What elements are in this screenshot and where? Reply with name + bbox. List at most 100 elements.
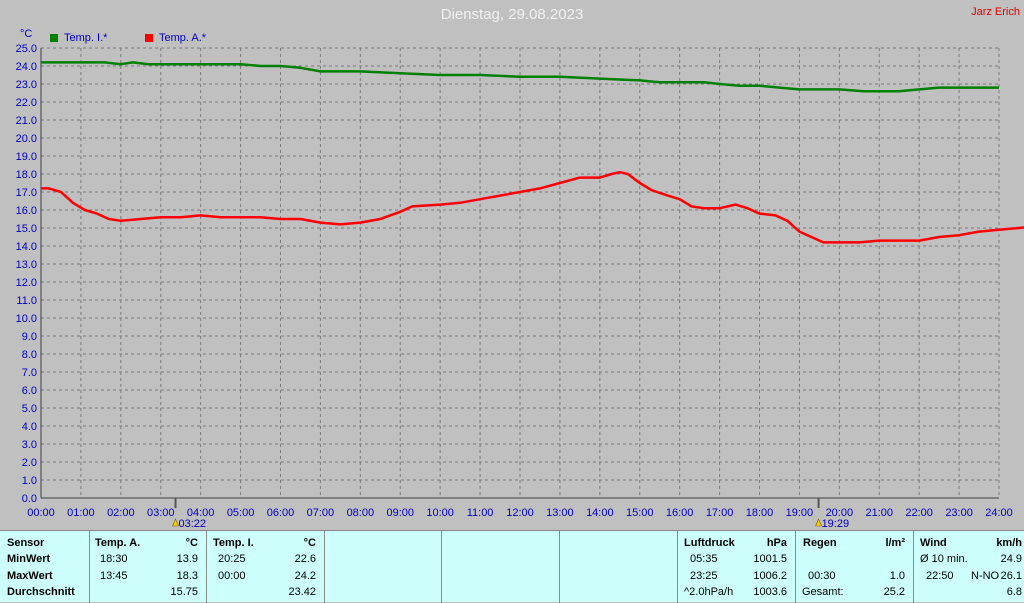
x-tick-label: 05:00	[227, 507, 255, 519]
y-tick-label: 14.0	[16, 241, 37, 253]
author-label: Jarz Erich	[971, 6, 1020, 18]
y-tick-label: 25.0	[16, 43, 37, 55]
stats-col-empty-1	[325, 531, 442, 603]
temp-a-min-time: 18:30	[100, 553, 128, 565]
x-tick-label: 14:00	[586, 507, 614, 519]
chart-title: Dienstag, 29.08.2023	[440, 6, 584, 23]
y-tick-label: 5.0	[22, 403, 37, 415]
y-tick-label: 20.0	[16, 133, 37, 145]
wind-header: Wind	[920, 537, 947, 549]
stats-col-pressure: Luftdruck hPa 05:35 1001.5 23:25 1006.2 …	[678, 531, 796, 603]
series-line-0	[41, 61, 999, 93]
pressure-min-time: 05:35	[690, 553, 718, 565]
x-tick-label: 03:00	[147, 507, 175, 519]
y-unit-label: °C	[20, 28, 32, 40]
temp-i-max-time: 00:00	[218, 570, 246, 582]
x-tick-label: 08:00	[347, 507, 375, 519]
y-tick-label: 24.0	[16, 61, 37, 73]
stats-col-wind: Wind km/h Ø 10 min. 24.9 22:50 N-NO 26.1…	[914, 531, 1024, 603]
y-tick-label: 8.0	[22, 349, 37, 361]
series-line-1	[41, 170, 1024, 244]
x-tick-label: 11:00	[467, 507, 494, 519]
wind-max-value: 26.1	[1000, 570, 1022, 582]
stats-panel: Sensor MinWert MaxWert Durchschnitt Temp…	[0, 530, 1024, 603]
stats-col-temp-i: Temp. I. °C 20:25 22.6 00:00 24.2 23.42	[207, 531, 325, 603]
temp-i-min-time: 20:25	[218, 553, 246, 565]
rain-max-time: 00:30	[808, 570, 836, 582]
maxwert-label: MaxWert	[7, 570, 53, 582]
y-tick-label: 10.0	[16, 313, 37, 325]
x-tick-label: 17:00	[706, 507, 734, 519]
x-tick-label: 00:00	[27, 507, 55, 519]
pressure-current: 1003.6	[753, 586, 787, 598]
chart-area: °C 0.0 1.0 2.0 3.0 4.0 5.0 6.0 7.0 8.0 9.0 10.0 11.0…	[16, 6, 1024, 530]
minwert-label: MinWert	[7, 553, 51, 565]
y-tick-label: 9.0	[22, 331, 37, 343]
stats-col-sensor: Sensor MinWert MaxWert Durchschnitt	[0, 531, 90, 603]
pressure-max-time: 23:25	[690, 570, 718, 582]
x-tick-label: 19:00	[786, 507, 814, 519]
pressure-min-value: 1001.5	[753, 553, 787, 565]
x-tick-label: 24:00	[985, 507, 1013, 519]
x-tick-label: 06:00	[267, 507, 295, 519]
durchschnitt-label: Durchschnitt	[7, 586, 75, 598]
sensor-header: Sensor	[7, 537, 45, 549]
pressure-unit: hPa	[766, 537, 787, 549]
x-tick-label: 15:00	[626, 507, 654, 519]
x-tick-label: 18:00	[746, 507, 774, 519]
temperature-chart: °C 0.0 1.0 2.0 3.0 4.0 5.0 6.0 7.0 8.0 9.0 10.0 11.0…	[16, 28, 1024, 530]
rain-header: Regen	[803, 537, 837, 549]
y-tick-label: 3.0	[22, 439, 37, 451]
y-tick-label: 1.0	[22, 475, 37, 487]
x-tick-label: 01:00	[67, 507, 95, 519]
wind-current: 6.8	[1006, 586, 1022, 598]
y-tick-label: 11.0	[16, 295, 37, 307]
temp-a-unit: °C	[185, 537, 198, 549]
y-tick-label: 7.0	[22, 367, 37, 379]
y-tick-label: 12.0	[16, 277, 37, 289]
x-tick-label: 16:00	[666, 507, 694, 519]
wind-max-time: 22:50	[926, 570, 954, 582]
marker-time-label: 03:22	[179, 518, 207, 530]
x-tick-label: 09:00	[386, 507, 414, 519]
x-tick-label: 07:00	[307, 507, 335, 519]
stats-col-empty-3	[560, 531, 678, 603]
y-tick-label: 6.0	[22, 385, 37, 397]
y-tick-label: 18.0	[16, 169, 37, 181]
legend-label-temp-a: Temp. A.*	[159, 32, 207, 44]
legend-swatch-green	[50, 34, 58, 42]
y-tick-label: 23.0	[16, 79, 37, 91]
sunrise-icon	[172, 518, 179, 527]
sunset-icon	[815, 518, 823, 527]
x-tick-label: 02:00	[107, 507, 135, 519]
y-tick-label: 0.0	[22, 493, 37, 505]
y-tick-label: 19.0	[16, 151, 37, 163]
wind-avg-value: 24.9	[1000, 553, 1022, 565]
wind-avg-label: Ø 10 min.	[920, 553, 968, 565]
temp-i-avg: 23.42	[288, 586, 316, 598]
legend-item-temp-i: Temp. I.*	[50, 32, 107, 44]
rain-max-value: 1.0	[889, 570, 905, 582]
y-tick-label: 13.0	[16, 259, 37, 271]
x-tick-label: 04:00	[187, 507, 215, 519]
y-tick-label: 17.0	[16, 187, 37, 199]
y-tick-label: 15.0	[16, 223, 37, 235]
rain-total-label: Gesamt:	[802, 586, 844, 598]
x-tick-label: 23:00	[945, 507, 973, 519]
temp-i-max-value: 24.2	[294, 570, 316, 582]
x-tick-label: 20:00	[826, 507, 854, 519]
temp-i-min-value: 22.6	[294, 553, 316, 565]
x-tick-label: 12:00	[506, 507, 534, 519]
rain-total: 25.2	[883, 586, 905, 598]
wind-max-dir: N-NO	[971, 570, 1000, 582]
legend-swatch-red	[145, 34, 153, 42]
temp-i-unit: °C	[303, 537, 316, 549]
y-tick-label: 2.0	[22, 457, 37, 469]
marker-time-label: 19:29	[822, 518, 850, 530]
stats-col-temp-a: Temp. A. °C 18:30 13.9 13:45 18.3 15.75	[90, 531, 207, 603]
pressure-trend: ^2.0hPa/h	[684, 586, 734, 598]
x-tick-label: 13:00	[546, 507, 574, 519]
temp-a-header: Temp. A.	[95, 537, 141, 549]
pressure-header: Luftdruck	[684, 537, 735, 549]
x-tick-label: 10:00	[426, 507, 454, 519]
